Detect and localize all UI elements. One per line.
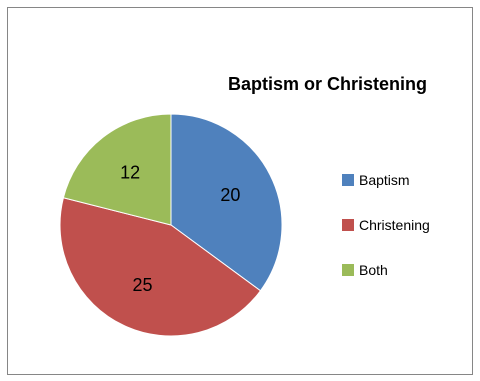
chart-title: Baptism or Christening [228,74,428,94]
legend-label-baptism: Baptism [359,172,410,188]
legend-swatch-baptism [342,174,354,186]
legend-item-baptism: Baptism [342,172,430,188]
pie-slice-christening [59,197,262,337]
data-label-both: 12 [120,162,140,182]
pie-slice-both [62,113,172,226]
legend-swatch-both [342,264,354,276]
legend-label-christening: Christening [359,217,430,233]
legend: Baptism Christening Both [342,172,430,307]
legend-swatch-christening [342,219,354,231]
legend-item-both: Both [342,262,430,278]
data-label-baptism: 20 [220,185,240,205]
legend-label-both: Both [359,262,388,278]
legend-item-christening: Christening [342,217,430,233]
pie-slice-baptism [170,113,283,292]
data-label-christening: 25 [133,275,153,295]
